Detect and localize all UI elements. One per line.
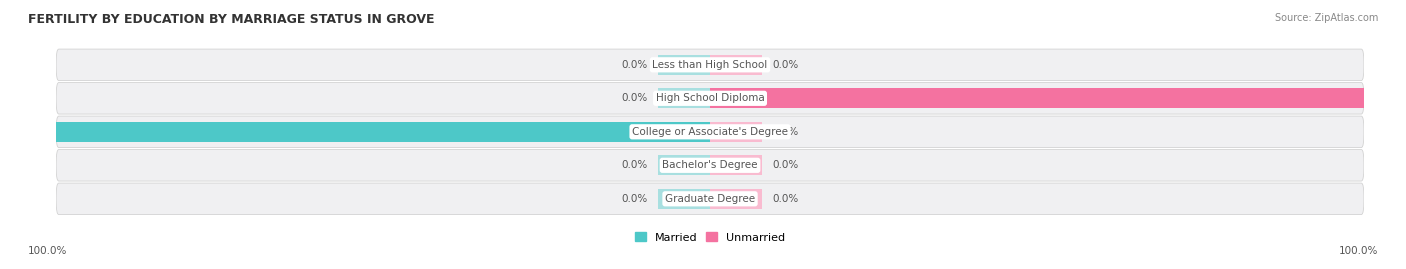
Bar — [56, 122, 710, 142]
Text: 0.0%: 0.0% — [621, 93, 648, 103]
FancyBboxPatch shape — [56, 150, 1364, 181]
Bar — [658, 88, 710, 108]
FancyBboxPatch shape — [56, 83, 1364, 114]
Text: 0.0%: 0.0% — [772, 194, 799, 204]
Bar — [710, 88, 1364, 108]
Text: 100.0%: 100.0% — [1374, 93, 1406, 103]
Text: 0.0%: 0.0% — [772, 127, 799, 137]
Legend: Married, Unmarried: Married, Unmarried — [630, 228, 790, 247]
FancyBboxPatch shape — [56, 183, 1364, 215]
Text: High School Diploma: High School Diploma — [655, 93, 765, 103]
Text: 0.0%: 0.0% — [621, 60, 648, 70]
FancyBboxPatch shape — [56, 49, 1364, 80]
FancyBboxPatch shape — [56, 116, 1364, 148]
Text: 0.0%: 0.0% — [621, 160, 648, 170]
Text: 0.0%: 0.0% — [772, 60, 799, 70]
Text: 0.0%: 0.0% — [772, 160, 799, 170]
Text: 0.0%: 0.0% — [621, 194, 648, 204]
Text: 100.0%: 100.0% — [28, 246, 67, 256]
Text: Graduate Degree: Graduate Degree — [665, 194, 755, 204]
Text: Less than High School: Less than High School — [652, 60, 768, 70]
Text: College or Associate's Degree: College or Associate's Degree — [633, 127, 787, 137]
Bar — [658, 189, 710, 209]
Text: FERTILITY BY EDUCATION BY MARRIAGE STATUS IN GROVE: FERTILITY BY EDUCATION BY MARRIAGE STATU… — [28, 13, 434, 26]
Bar — [658, 55, 710, 75]
Text: Source: ZipAtlas.com: Source: ZipAtlas.com — [1274, 13, 1378, 23]
Text: 100.0%: 100.0% — [1339, 246, 1378, 256]
Text: Bachelor's Degree: Bachelor's Degree — [662, 160, 758, 170]
Bar — [710, 122, 762, 142]
Text: 100.0%: 100.0% — [3, 127, 46, 137]
Bar — [710, 155, 762, 175]
Bar — [658, 155, 710, 175]
Bar — [710, 55, 762, 75]
Bar — [710, 189, 762, 209]
